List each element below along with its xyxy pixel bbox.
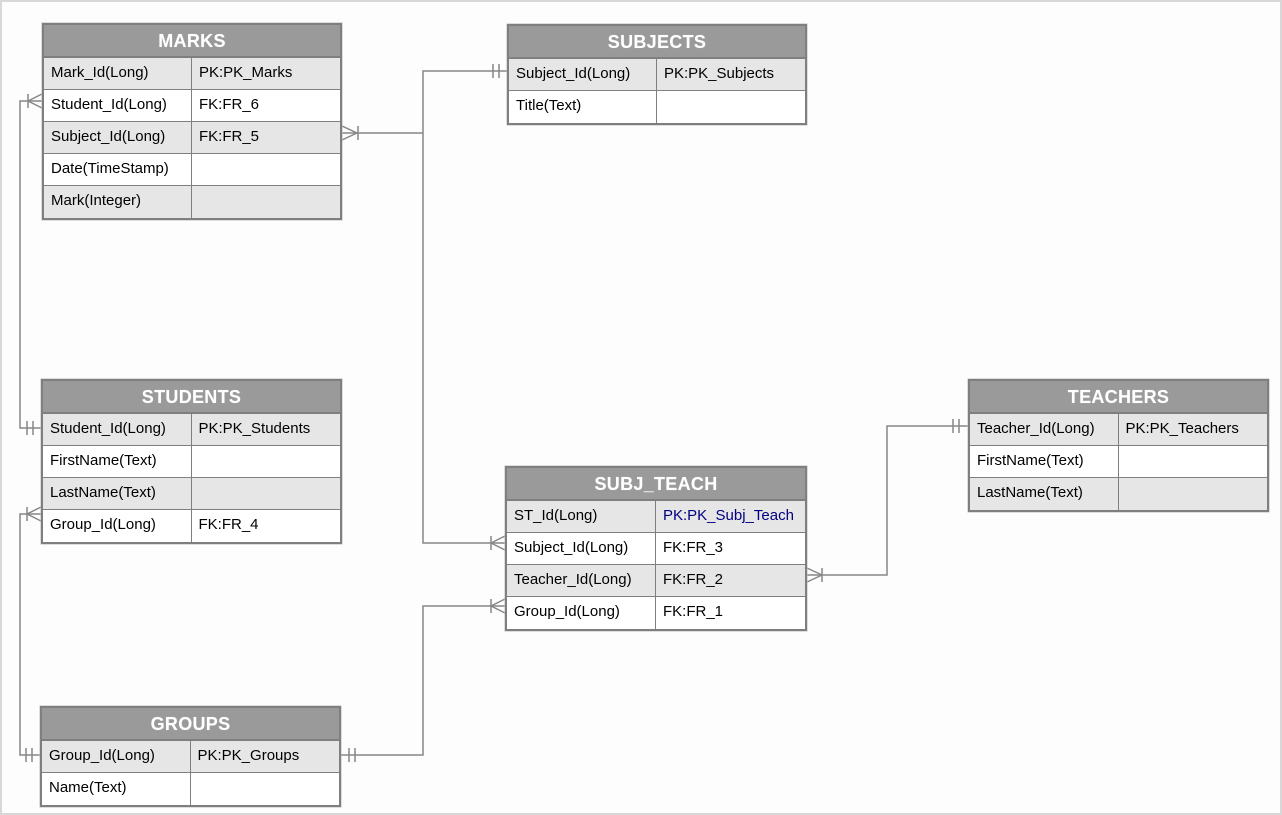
table-row: Group_Id(Long) FK:FR_4 bbox=[43, 510, 340, 542]
field-name: FirstName(Text) bbox=[970, 446, 1119, 477]
key-constraint: PK:PK_Marks bbox=[199, 64, 293, 81]
key-constraint: PK:PK_Teachers bbox=[1125, 420, 1239, 437]
key-constraint: PK:PK_Groups bbox=[197, 747, 300, 764]
field-name: Student_Id(Long) bbox=[43, 414, 192, 445]
field-name: Group_Id(Long) bbox=[43, 510, 192, 542]
key-constraint bbox=[192, 186, 340, 218]
field-name: Group_Id(Long) bbox=[42, 741, 191, 772]
key-constraint bbox=[1119, 478, 1268, 510]
relationship-groups-students[interactable] bbox=[19, 506, 42, 762]
table-subj-teach[interactable]: SUBJ_TEACH ST_Id(Long) PK:PK_Subj_Teach … bbox=[505, 466, 807, 631]
key-constraint: FK:FR_5 bbox=[199, 128, 260, 145]
field-name: Mark(Integer) bbox=[44, 186, 192, 218]
table-row: FirstName(Text) bbox=[970, 446, 1267, 478]
key-constraint bbox=[657, 91, 805, 123]
table-row: Subject_Id(Long) PK:PK_Subjects bbox=[509, 59, 805, 91]
table-row: Subject_Id(Long) FK:FR_5 bbox=[44, 122, 340, 154]
key-constraint: PK:PK_Subj_Teach bbox=[663, 507, 794, 524]
field-name: Mark_Id(Long) bbox=[44, 58, 192, 89]
field-name: Subject_Id(Long) bbox=[507, 533, 656, 564]
field-name: FirstName(Text) bbox=[43, 446, 192, 477]
field-name: Teacher_Id(Long) bbox=[970, 414, 1119, 445]
table-row: Mark(Integer) bbox=[44, 186, 340, 218]
table-groups-title: GROUPS bbox=[42, 708, 339, 741]
key-constraint bbox=[192, 154, 340, 185]
relationship-subjects-marks-subjteach[interactable] bbox=[341, 64, 507, 551]
key-constraint: FK:FR_4 bbox=[198, 516, 259, 533]
relationship-teachers-subjteach[interactable] bbox=[806, 419, 968, 583]
field-name: Subject_Id(Long) bbox=[44, 122, 192, 153]
table-students[interactable]: STUDENTS Student_Id(Long) PK:PK_Students… bbox=[41, 379, 342, 544]
key-constraint bbox=[1119, 446, 1268, 477]
field-name: Date(TimeStamp) bbox=[44, 154, 192, 185]
table-subj-teach-title: SUBJ_TEACH bbox=[507, 468, 805, 501]
table-groups[interactable]: GROUPS Group_Id(Long) PK:PK_Groups Name(… bbox=[40, 706, 341, 807]
relationship-groups-subjteach[interactable] bbox=[341, 598, 506, 762]
table-row: Mark_Id(Long) PK:PK_Marks bbox=[44, 58, 340, 90]
table-row: ST_Id(Long) PK:PK_Subj_Teach bbox=[507, 501, 805, 533]
table-row: Group_Id(Long) FK:FR_1 bbox=[507, 597, 805, 629]
field-name: Name(Text) bbox=[42, 773, 191, 805]
table-row: Group_Id(Long) PK:PK_Groups bbox=[42, 741, 339, 773]
table-subjects[interactable]: SUBJECTS Subject_Id(Long) PK:PK_Subjects… bbox=[507, 24, 807, 125]
field-name: Group_Id(Long) bbox=[507, 597, 656, 629]
key-constraint: FK:FR_1 bbox=[663, 603, 724, 620]
table-row: FirstName(Text) bbox=[43, 446, 340, 478]
key-constraint: FK:FR_2 bbox=[663, 571, 724, 588]
field-name: Subject_Id(Long) bbox=[509, 59, 657, 90]
table-students-title: STUDENTS bbox=[43, 381, 340, 414]
table-subjects-title: SUBJECTS bbox=[509, 26, 805, 59]
key-constraint bbox=[191, 773, 340, 805]
table-row: LastName(Text) bbox=[970, 478, 1267, 510]
table-row: LastName(Text) bbox=[43, 478, 340, 510]
field-name: ST_Id(Long) bbox=[507, 501, 656, 532]
table-row: Teacher_Id(Long) FK:FR_2 bbox=[507, 565, 805, 597]
table-teachers[interactable]: TEACHERS Teacher_Id(Long) PK:PK_Teachers… bbox=[968, 379, 1269, 512]
key-constraint bbox=[192, 446, 341, 477]
table-row: Student_Id(Long) FK:FR_6 bbox=[44, 90, 340, 122]
table-row: Student_Id(Long) PK:PK_Students bbox=[43, 414, 340, 446]
table-row: Subject_Id(Long) FK:FR_3 bbox=[507, 533, 805, 565]
key-constraint: FK:FR_3 bbox=[663, 539, 724, 556]
table-row: Name(Text) bbox=[42, 773, 339, 805]
field-name: LastName(Text) bbox=[43, 478, 192, 509]
key-constraint: PK:PK_Students bbox=[198, 420, 311, 437]
key-constraint: PK:PK_Subjects bbox=[664, 65, 775, 82]
table-marks[interactable]: MARKS Mark_Id(Long) PK:PK_Marks Student_… bbox=[42, 23, 342, 220]
table-marks-title: MARKS bbox=[44, 25, 340, 58]
table-row: Teacher_Id(Long) PK:PK_Teachers bbox=[970, 414, 1267, 446]
field-name: Student_Id(Long) bbox=[44, 90, 192, 121]
table-row: Title(Text) bbox=[509, 91, 805, 123]
relationship-students-marks[interactable] bbox=[19, 93, 43, 435]
key-constraint bbox=[192, 478, 341, 509]
key-constraint: FK:FR_6 bbox=[199, 96, 260, 113]
field-name: Teacher_Id(Long) bbox=[507, 565, 656, 596]
field-name: LastName(Text) bbox=[970, 478, 1119, 510]
field-name: Title(Text) bbox=[509, 91, 657, 123]
table-row: Date(TimeStamp) bbox=[44, 154, 340, 186]
table-teachers-title: TEACHERS bbox=[970, 381, 1267, 414]
